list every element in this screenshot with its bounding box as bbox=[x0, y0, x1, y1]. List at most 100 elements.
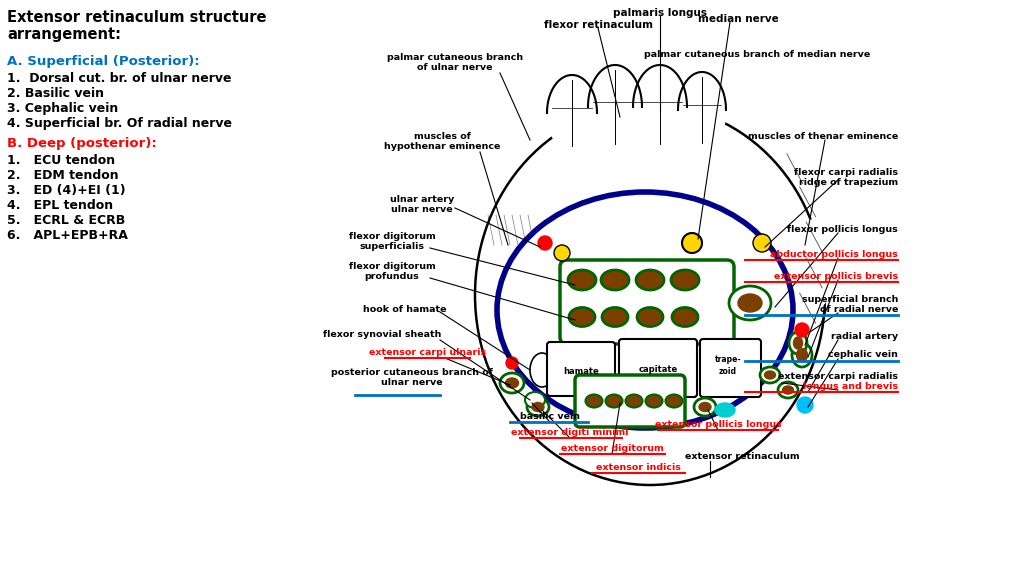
Text: ridge of trapezium: ridge of trapezium bbox=[799, 178, 898, 187]
Text: B. Deep (posterior):: B. Deep (posterior): bbox=[7, 137, 157, 150]
Text: Extensor retinaculum structure: Extensor retinaculum structure bbox=[7, 10, 266, 25]
Ellipse shape bbox=[528, 399, 548, 415]
Text: ulnar nerve: ulnar nerve bbox=[381, 378, 442, 387]
Text: 4. Superficial br. Of radial nerve: 4. Superficial br. Of radial nerve bbox=[7, 117, 232, 130]
Text: extensor pollicis brevis: extensor pollicis brevis bbox=[774, 272, 898, 281]
Ellipse shape bbox=[765, 371, 775, 379]
Text: flexor pollicis longus: flexor pollicis longus bbox=[787, 225, 898, 234]
Text: extensor retinaculum: extensor retinaculum bbox=[685, 452, 800, 461]
Ellipse shape bbox=[501, 374, 523, 392]
Ellipse shape bbox=[793, 344, 811, 366]
Text: cephalic vein: cephalic vein bbox=[828, 350, 898, 359]
FancyBboxPatch shape bbox=[575, 375, 685, 427]
Ellipse shape bbox=[500, 195, 791, 426]
Ellipse shape bbox=[678, 72, 726, 148]
Circle shape bbox=[754, 235, 770, 251]
Text: hamate: hamate bbox=[563, 366, 599, 376]
Ellipse shape bbox=[526, 393, 544, 407]
Text: hook of hamate: hook of hamate bbox=[364, 305, 446, 314]
Ellipse shape bbox=[532, 403, 544, 411]
Ellipse shape bbox=[695, 399, 715, 415]
Text: extensor pollicis longus: extensor pollicis longus bbox=[654, 420, 781, 429]
Text: extensor carpi ulnaris: extensor carpi ulnaris bbox=[370, 348, 486, 357]
Ellipse shape bbox=[569, 271, 595, 289]
Ellipse shape bbox=[603, 309, 627, 325]
Circle shape bbox=[683, 234, 701, 252]
Text: posterior cutaneous branch of: posterior cutaneous branch of bbox=[331, 368, 493, 377]
Text: 1.  Dorsal cut. br. of ulnar nerve: 1. Dorsal cut. br. of ulnar nerve bbox=[7, 72, 231, 85]
Ellipse shape bbox=[547, 75, 597, 151]
Ellipse shape bbox=[730, 287, 770, 319]
Ellipse shape bbox=[782, 386, 794, 394]
Text: extensor digitorum: extensor digitorum bbox=[560, 444, 664, 453]
Text: abductor pollicis longus: abductor pollicis longus bbox=[770, 250, 898, 259]
Ellipse shape bbox=[782, 220, 838, 310]
Text: radial artery: radial artery bbox=[830, 332, 898, 341]
Text: 6.   APL+EPB+RA: 6. APL+EPB+RA bbox=[7, 229, 128, 242]
Text: ulnar nerve: ulnar nerve bbox=[391, 205, 453, 214]
Ellipse shape bbox=[602, 271, 628, 289]
Ellipse shape bbox=[673, 309, 697, 325]
Ellipse shape bbox=[790, 333, 806, 353]
Ellipse shape bbox=[627, 396, 641, 407]
Ellipse shape bbox=[715, 403, 735, 417]
Text: zoid: zoid bbox=[719, 366, 737, 376]
Ellipse shape bbox=[779, 383, 797, 397]
Ellipse shape bbox=[646, 396, 662, 407]
Text: trape-: trape- bbox=[715, 355, 741, 365]
Text: of radial nerve: of radial nerve bbox=[819, 305, 898, 314]
Text: flexor synovial sheath: flexor synovial sheath bbox=[323, 330, 441, 339]
Ellipse shape bbox=[637, 271, 663, 289]
Text: palmar cutaneous branch of median nerve: palmar cutaneous branch of median nerve bbox=[644, 50, 870, 59]
Ellipse shape bbox=[588, 65, 642, 149]
Text: palmar cutaneous branch: palmar cutaneous branch bbox=[387, 53, 523, 62]
Ellipse shape bbox=[638, 309, 662, 325]
Text: basilic vein: basilic vein bbox=[520, 412, 580, 421]
FancyBboxPatch shape bbox=[700, 339, 761, 397]
Ellipse shape bbox=[672, 271, 698, 289]
Ellipse shape bbox=[699, 403, 711, 411]
Text: 4.   EPL tendon: 4. EPL tendon bbox=[7, 199, 113, 212]
Text: extensor digiti minimi: extensor digiti minimi bbox=[511, 428, 629, 437]
Ellipse shape bbox=[606, 396, 622, 407]
FancyBboxPatch shape bbox=[618, 339, 697, 397]
Text: flexor digitorum: flexor digitorum bbox=[348, 262, 435, 271]
Ellipse shape bbox=[794, 337, 803, 349]
Circle shape bbox=[795, 323, 809, 337]
Ellipse shape bbox=[587, 396, 601, 407]
Circle shape bbox=[506, 357, 518, 369]
Text: capitate: capitate bbox=[638, 365, 678, 373]
Text: median nerve: median nerve bbox=[697, 14, 778, 24]
Text: of ulnar nerve: of ulnar nerve bbox=[417, 63, 493, 72]
Text: flexor retinaculum: flexor retinaculum bbox=[544, 20, 652, 30]
Text: 2. Basilic vein: 2. Basilic vein bbox=[7, 87, 104, 100]
Ellipse shape bbox=[761, 368, 779, 382]
Text: 2.   EDM tendon: 2. EDM tendon bbox=[7, 169, 119, 182]
Text: muscles of: muscles of bbox=[414, 132, 470, 141]
Ellipse shape bbox=[506, 378, 518, 388]
Ellipse shape bbox=[738, 294, 762, 312]
Ellipse shape bbox=[633, 65, 687, 149]
Text: longus and brevis: longus and brevis bbox=[803, 382, 898, 391]
Text: A. Superficial (Posterior):: A. Superficial (Posterior): bbox=[7, 55, 200, 68]
Text: superficialis: superficialis bbox=[359, 242, 425, 251]
Text: muscles of thenar eminence: muscles of thenar eminence bbox=[748, 132, 898, 141]
Ellipse shape bbox=[667, 396, 682, 407]
Text: flexor digitorum: flexor digitorum bbox=[348, 232, 435, 241]
Text: superficial branch: superficial branch bbox=[802, 295, 898, 304]
Text: 5.   ECRL & ECRB: 5. ECRL & ECRB bbox=[7, 214, 125, 227]
Circle shape bbox=[797, 397, 813, 413]
Ellipse shape bbox=[570, 309, 594, 325]
Text: flexor carpi radialis: flexor carpi radialis bbox=[794, 168, 898, 177]
Text: hypothenar eminence: hypothenar eminence bbox=[384, 142, 500, 151]
Text: extensor indicis: extensor indicis bbox=[596, 463, 680, 472]
Ellipse shape bbox=[797, 348, 808, 362]
Circle shape bbox=[555, 246, 569, 260]
Text: profundus: profundus bbox=[365, 272, 420, 281]
FancyBboxPatch shape bbox=[547, 342, 615, 396]
Text: palmaris longus: palmaris longus bbox=[613, 8, 707, 18]
Text: extensor carpi radialis: extensor carpi radialis bbox=[778, 372, 898, 381]
Text: ulnar artery: ulnar artery bbox=[390, 195, 454, 204]
Text: 3.   ED (4)+EI (1): 3. ED (4)+EI (1) bbox=[7, 184, 126, 197]
Text: arrangement:: arrangement: bbox=[7, 27, 121, 42]
